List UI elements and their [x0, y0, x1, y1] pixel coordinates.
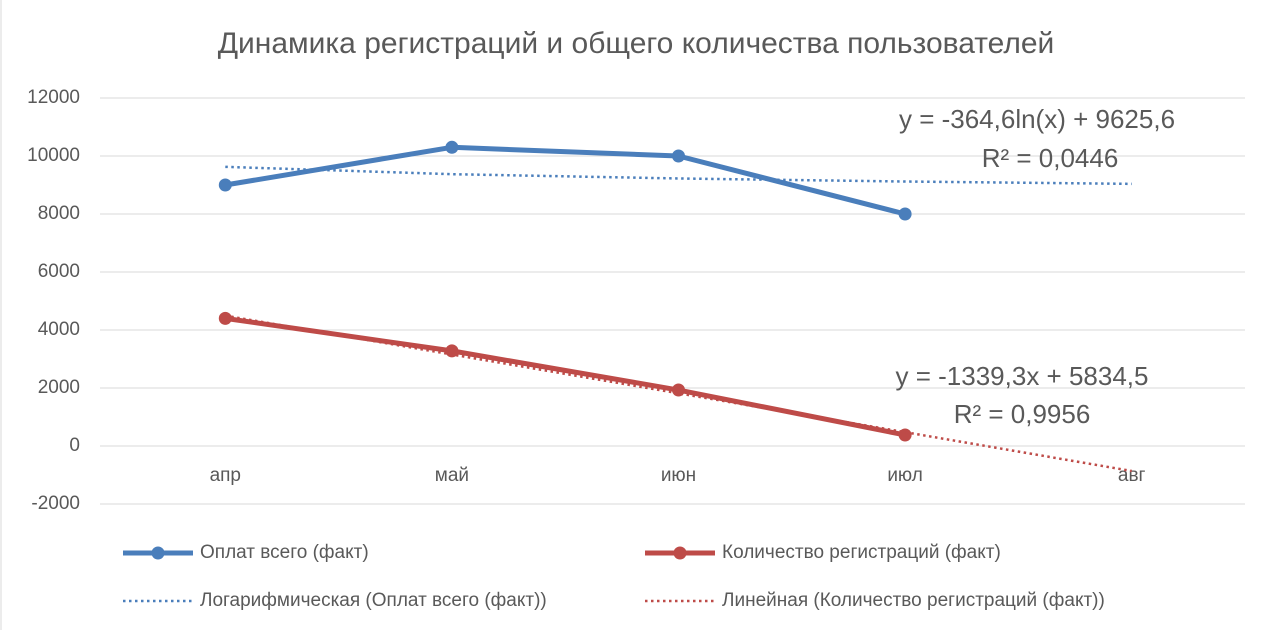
series-line — [224, 315, 906, 438]
x-tick-label: июл — [887, 465, 923, 486]
series-line — [224, 144, 906, 217]
y-tick-label: 12000 — [27, 87, 80, 108]
marker — [445, 344, 459, 358]
trend-equation: y = -1339,3x + 5834,5 — [896, 361, 1149, 391]
legend-label: Логарифмическая (Оплат всего (факт)) — [200, 590, 547, 611]
legend-label: Количество регистраций (факт) — [722, 542, 1001, 563]
chart-title: Динамика регистраций и общего количества… — [218, 27, 1055, 60]
marker — [218, 178, 232, 192]
legend-label: Линейная (Количество регистраций (факт)) — [722, 590, 1105, 611]
marker — [445, 140, 459, 154]
trend-equation: R² = 0,9956 — [954, 399, 1091, 429]
y-tick-label: -2000 — [31, 493, 80, 514]
x-tick-label: апр — [210, 465, 241, 486]
x-tick-label: май — [435, 465, 469, 486]
trend-equation: R² = 0,0446 — [982, 143, 1119, 173]
y-tick-label: 8000 — [38, 203, 80, 224]
legend-marker — [673, 546, 687, 560]
y-tick-label: 4000 — [38, 319, 80, 340]
y-tick-label: 0 — [69, 435, 80, 456]
legend-label: Оплат всего (факт) — [200, 542, 369, 563]
marker — [898, 207, 912, 221]
x-tick-label: авг — [1118, 465, 1146, 486]
x-tick-label: июн — [661, 465, 696, 486]
marker — [672, 149, 685, 163]
marker — [672, 383, 685, 397]
trend-line — [225, 165, 1132, 186]
y-tick-label: 6000 — [38, 261, 80, 282]
y-tick-label: 2000 — [38, 377, 80, 398]
marker — [218, 311, 232, 325]
y-tick-label: 10000 — [27, 145, 80, 166]
legend-marker — [151, 546, 165, 560]
trend-equation: y = -364,6ln(x) + 9625,6 — [899, 104, 1175, 134]
